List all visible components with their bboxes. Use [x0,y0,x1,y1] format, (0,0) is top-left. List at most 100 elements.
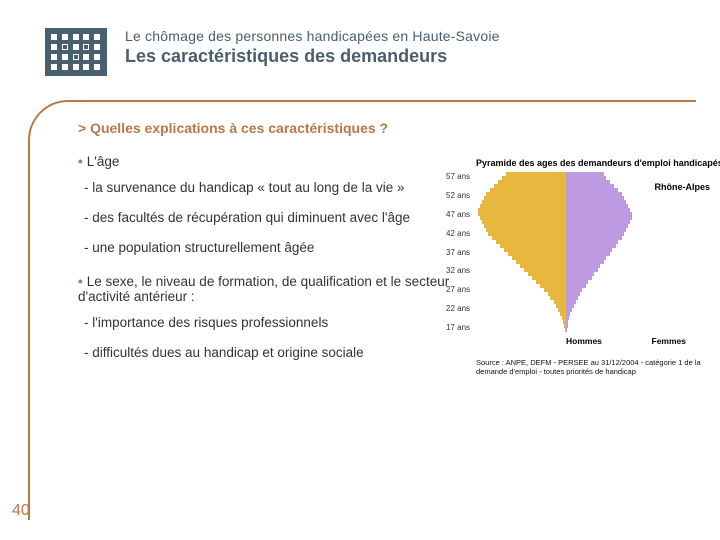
pyramid-row [476,216,656,220]
female-bar [566,308,572,312]
sub-difficultes: - difficultés dues au handicap et origin… [84,344,478,362]
female-bar [566,236,622,240]
male-bar [488,232,566,236]
female-bar [566,316,569,320]
pyramid-row [476,204,656,208]
male-bar [506,172,566,176]
female-bar [566,292,580,296]
female-bar [566,296,578,300]
logo-icon [45,28,107,76]
pyramid-row [476,192,656,196]
female-bar [566,196,624,200]
male-bar [544,288,566,292]
female-bar [566,204,628,208]
female-bar [566,276,592,280]
pyramid-row [476,196,656,200]
male-bar [508,252,566,256]
pyramid-row [476,236,656,240]
pyramid-row [476,240,656,244]
pyramid-row [476,252,656,256]
bullet-age-text: L'âge [87,154,120,169]
pyramid-row [476,248,656,252]
female-bar [566,192,622,196]
bullet-age: • L'âge [78,154,478,169]
female-bar [566,200,626,204]
slide: Le chômage des personnes handicapées en … [0,0,720,540]
male-bar [480,216,566,220]
female-bar [566,176,606,180]
male-bar [558,308,566,312]
female-bar [566,272,594,276]
bullet-dot: • [78,274,83,289]
age-tick: 57 ans [446,172,470,181]
female-bar [566,312,570,316]
male-bar [550,296,566,300]
female-bar [566,232,624,236]
pyramid-row [476,288,656,292]
female-bar [566,240,618,244]
male-bar [556,304,566,308]
bullet-sexe-text: Le sexe, le niveau de formation, de qual… [78,274,449,304]
sub-population: - une population structurellement âgée [84,239,478,257]
female-bar [566,268,598,272]
bullet-dot: • [78,154,83,169]
pyramid-row [476,172,656,176]
female-bar [566,284,586,288]
female-bar [566,288,582,292]
pyramid-row [476,200,656,204]
female-bar [566,172,604,176]
pyramid-body: 57 ans52 ans47 ans42 ans37 ans32 ans27 a… [476,172,656,332]
female-bar [566,320,568,324]
pyramid-row [476,308,656,312]
pyramid-row [476,188,656,192]
male-bar [498,180,566,184]
male-bar [484,224,566,228]
age-tick: 22 ans [446,304,470,313]
age-tick: 42 ans [446,229,470,238]
pyramid-row [476,232,656,236]
pyramid-row [476,300,656,304]
sub-facultes: - des facultés de récupération qui dimin… [84,209,478,227]
male-bar [480,204,566,208]
female-bar [566,304,574,308]
male-bar [482,200,566,204]
chart-region-label: Rhône-Alpes [654,182,710,192]
male-bar [516,260,566,264]
male-bar [524,268,566,272]
legend-hommes: Hommes [566,336,602,346]
female-bar [566,244,616,248]
pyramid-row [476,180,656,184]
content-body: > Quelles explications à ces caractérist… [78,120,478,374]
pyramid-row [476,312,656,316]
female-bar [566,328,567,332]
female-bar [566,216,632,220]
male-bar [512,256,566,260]
female-bar [566,212,632,216]
chart-title: Pyramide des ages des demandeurs d'emplo… [476,158,702,168]
pyramid-row [476,272,656,276]
pyramid-chart: Pyramide des ages des demandeurs d'emplo… [476,158,702,377]
pyramid-bars [476,172,656,332]
bullet-sexe: •Le sexe, le niveau de formation, de qua… [78,274,478,304]
male-bar [478,208,566,212]
female-bar [566,264,600,268]
pyramid-row [476,220,656,224]
female-bar [566,248,612,252]
male-bar [504,248,566,252]
chart-source: Source : ANPE, DEFM - PERSEE au 31/12/20… [476,358,702,377]
female-bar [566,220,630,224]
pyramid-row [476,228,656,232]
pyramid-row [476,324,656,328]
age-tick: 32 ans [446,266,470,275]
female-bar [566,208,630,212]
female-bar [566,260,604,264]
male-bar [496,240,566,244]
female-bar [566,224,628,228]
page-number: 40 [12,502,30,520]
male-bar [532,276,566,280]
pyramid-row [476,176,656,180]
age-tick: 17 ans [446,323,470,332]
male-bar [520,264,566,268]
age-tick: 52 ans [446,191,470,200]
male-bar [540,284,566,288]
